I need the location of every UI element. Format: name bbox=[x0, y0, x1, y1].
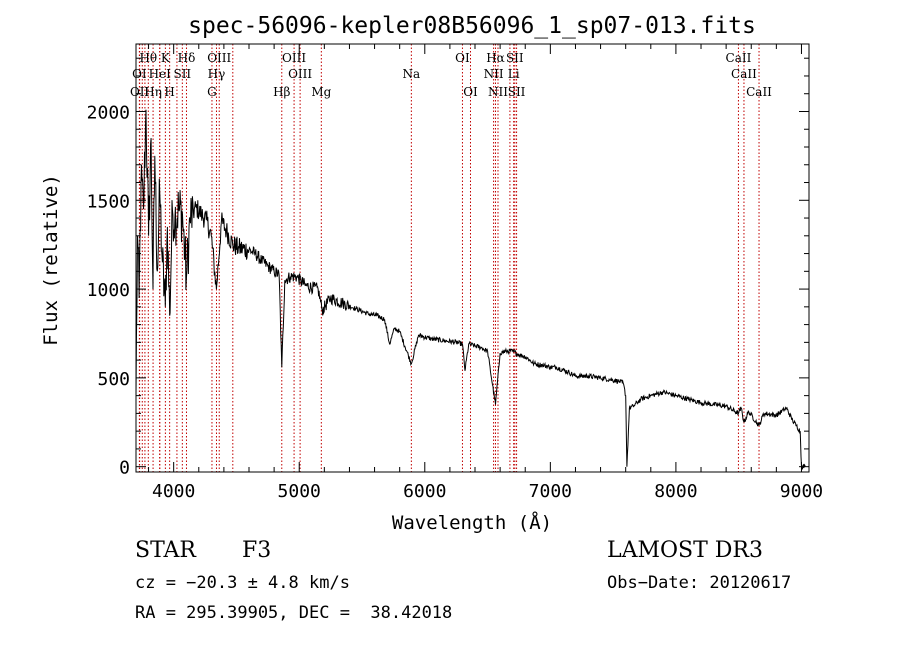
emission-line-markers bbox=[138, 44, 760, 472]
line-label: H bbox=[164, 85, 174, 99]
line-label: OI bbox=[132, 67, 147, 81]
line-label: CaII bbox=[746, 85, 772, 99]
line-label: Mg bbox=[311, 85, 331, 99]
line-label: OIII bbox=[207, 51, 231, 65]
line-label: SII bbox=[508, 85, 526, 99]
line-label: Hθ bbox=[139, 51, 157, 65]
line-label: OI bbox=[463, 85, 478, 99]
x-tick-label: 8000 bbox=[654, 481, 697, 502]
line-label: Hγ bbox=[208, 67, 226, 81]
line-label: NII bbox=[484, 67, 504, 81]
y-tick-label: 2000 bbox=[87, 102, 130, 123]
x-tick-label: 9000 bbox=[780, 481, 823, 502]
x-axis-label: Wavelength (Å) bbox=[392, 511, 552, 534]
line-label: Hη bbox=[144, 85, 162, 99]
line-label: Hα bbox=[486, 51, 505, 65]
line-label: Li bbox=[508, 67, 520, 81]
x-tick-label: 4000 bbox=[152, 481, 195, 502]
line-label: OII bbox=[130, 85, 150, 99]
line-label: NII bbox=[488, 85, 508, 99]
redshift-cz: cz = −20.3 ± 4.8 km/s bbox=[135, 573, 350, 593]
line-label: SII bbox=[506, 51, 524, 65]
y-axis-label: Flux (relative) bbox=[40, 174, 62, 346]
line-label: OIII bbox=[282, 51, 306, 65]
plot-frame bbox=[135, 43, 810, 473]
line-label: HeI bbox=[149, 67, 172, 81]
line-label: G bbox=[207, 85, 217, 99]
line-label: SII bbox=[173, 67, 191, 81]
y-tick-label: 1000 bbox=[87, 280, 130, 301]
x-tick-label: 7000 bbox=[529, 481, 572, 502]
line-label: Na bbox=[403, 67, 421, 81]
coordinates: RA = 295.39905, DEC = 38.42018 bbox=[135, 603, 453, 623]
chart-title: spec-56096-kepler08B56096_1_sp07-013.fit… bbox=[188, 13, 756, 39]
x-tick-label: 5000 bbox=[278, 481, 321, 502]
y-tick-label: 500 bbox=[97, 369, 130, 390]
line-label: OI bbox=[455, 51, 470, 65]
y-tick-label: 1500 bbox=[87, 191, 130, 212]
line-label: K bbox=[161, 51, 171, 65]
y-tick-label: 0 bbox=[119, 458, 130, 479]
object-class: STAR bbox=[135, 538, 196, 563]
line-label: CaII bbox=[731, 67, 757, 81]
line-label: Hδ bbox=[178, 51, 196, 65]
line-label: CaII bbox=[726, 51, 752, 65]
survey-name: LAMOST DR3 bbox=[607, 538, 763, 563]
line-label: OIII bbox=[288, 67, 312, 81]
line-label: Hβ bbox=[273, 85, 290, 99]
obs-date: Obs−Date: 20120617 bbox=[607, 573, 792, 593]
spectrum-line bbox=[135, 109, 806, 470]
subclass: F3 bbox=[242, 538, 272, 563]
x-tick-label: 6000 bbox=[403, 481, 446, 502]
axis-ticks: 4000 5000 6000 7000 8000 9000 0 500 1000 1500 2000 bbox=[87, 44, 823, 502]
